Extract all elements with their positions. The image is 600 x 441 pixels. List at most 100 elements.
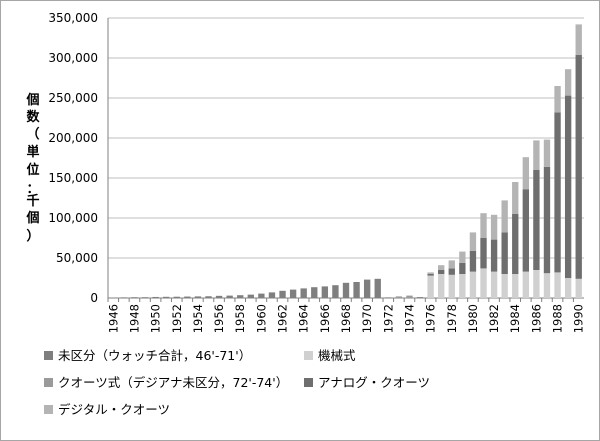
y-axis-label-char: ： xyxy=(26,182,39,197)
x-tick-label: 1968 xyxy=(339,304,353,333)
bar-segment xyxy=(501,274,508,298)
bar-segment xyxy=(480,213,487,238)
bar-segment xyxy=(237,295,244,298)
bar-segment xyxy=(554,86,561,113)
bar-segment xyxy=(247,294,254,298)
bar-segment xyxy=(427,275,434,298)
x-tick-label: 1966 xyxy=(318,304,332,333)
y-tick-label: 150,000 xyxy=(48,171,98,185)
bar-segment xyxy=(575,24,582,55)
bar-segment xyxy=(427,274,434,276)
y-axis-label-char: ） xyxy=(26,228,39,244)
bar-segment xyxy=(490,271,498,298)
y-tick-label: 300,000 xyxy=(48,51,98,65)
x-tick-label: 1958 xyxy=(233,304,247,333)
bar-segment xyxy=(480,268,487,298)
bar-segment xyxy=(575,54,582,279)
y-axis-label-char: 千 xyxy=(26,193,39,209)
bar-segment xyxy=(522,189,529,272)
y-axis-label-char: （ xyxy=(26,126,39,142)
legend-swatch xyxy=(304,351,313,360)
x-tick-label: 1960 xyxy=(254,304,268,333)
bar-segment xyxy=(501,232,508,274)
bar-segment xyxy=(416,297,424,298)
bar-segment xyxy=(459,262,466,274)
bar-segment xyxy=(363,279,371,298)
bar-segment xyxy=(543,139,551,167)
x-tick-label: 1948 xyxy=(127,304,141,333)
x-tick-label: 1986 xyxy=(529,304,543,333)
bar-segment xyxy=(141,297,149,298)
bar-segment xyxy=(533,270,540,298)
bar-segment xyxy=(258,293,265,298)
y-axis-label-char: 数 xyxy=(26,109,40,125)
bar-segment xyxy=(215,295,223,298)
bar-segment xyxy=(321,286,329,298)
bar-segment xyxy=(459,274,466,298)
y-tick-label: 50,000 xyxy=(56,251,98,265)
x-tick-label: 1990 xyxy=(572,304,586,333)
x-tick-label: 1952 xyxy=(170,304,184,333)
legend-label: 未区分（ウォッチ合計，46'-71'） xyxy=(58,348,251,363)
y-axis-label-char: 個 xyxy=(25,92,39,108)
y-tick-label: 200,000 xyxy=(48,131,98,145)
bar-segment xyxy=(564,95,572,278)
bar-segment xyxy=(554,272,561,298)
bar-segment xyxy=(490,239,498,272)
y-tick-label: 250,000 xyxy=(48,91,98,105)
y-axis-label-char: 単 xyxy=(26,144,39,160)
bar-segment xyxy=(459,251,466,263)
bar-segment xyxy=(533,140,540,170)
x-tick-label: 1976 xyxy=(424,304,438,333)
x-tick-label: 1954 xyxy=(191,304,205,333)
y-axis-label-char: 位 xyxy=(26,162,39,178)
bar-segment xyxy=(385,297,392,298)
x-tick-label: 1962 xyxy=(276,304,290,333)
bar-segment xyxy=(564,278,572,298)
bar-segment xyxy=(300,288,307,298)
bar-segment xyxy=(533,170,540,270)
x-tick-label: 1972 xyxy=(381,304,395,333)
bar-segment xyxy=(406,295,413,298)
bar-segment xyxy=(490,214,498,240)
bar-segment xyxy=(342,282,350,298)
bar-segment xyxy=(226,295,233,298)
bar-segment xyxy=(353,282,360,298)
bar-segment xyxy=(448,268,455,275)
legend-swatch xyxy=(44,405,53,414)
x-tick-label: 1984 xyxy=(508,304,522,333)
x-tick-label: 1946 xyxy=(106,304,120,333)
bar-segment xyxy=(512,274,519,298)
bar-segment xyxy=(575,278,582,298)
bar-segment xyxy=(205,296,212,298)
bar-segment xyxy=(480,238,487,269)
bar-segment xyxy=(512,182,519,214)
bar-segment xyxy=(501,200,508,233)
bar-segment xyxy=(194,296,202,298)
y-tick-label: 350,000 xyxy=(48,11,98,25)
bar-segment xyxy=(543,166,551,274)
legend-label: 機械式 xyxy=(318,348,356,363)
legend-swatch xyxy=(44,351,53,360)
legend-swatch xyxy=(304,378,313,387)
y-tick-label: 0 xyxy=(90,291,98,305)
legend-swatch xyxy=(44,378,53,387)
x-tick-label: 1980 xyxy=(466,304,480,333)
legend-label: デジタル・クオーツ xyxy=(58,402,170,417)
bar-segment xyxy=(152,296,159,298)
y-tick-label: 100,000 xyxy=(48,211,98,225)
x-tick-label: 1950 xyxy=(149,304,163,333)
legend-label: アナログ・クオーツ xyxy=(318,375,430,390)
bar-segment xyxy=(522,271,529,298)
x-tick-label: 1970 xyxy=(360,304,374,333)
bar-segment xyxy=(131,297,138,298)
bar-segment xyxy=(279,290,286,298)
bar-segment xyxy=(543,273,551,298)
bar-segment xyxy=(438,270,445,274)
bar-segment xyxy=(374,278,381,298)
bar-segment xyxy=(469,232,477,251)
x-tick-label: 1974 xyxy=(402,304,416,333)
bar-segment xyxy=(438,274,445,298)
bar-segment xyxy=(395,296,403,298)
